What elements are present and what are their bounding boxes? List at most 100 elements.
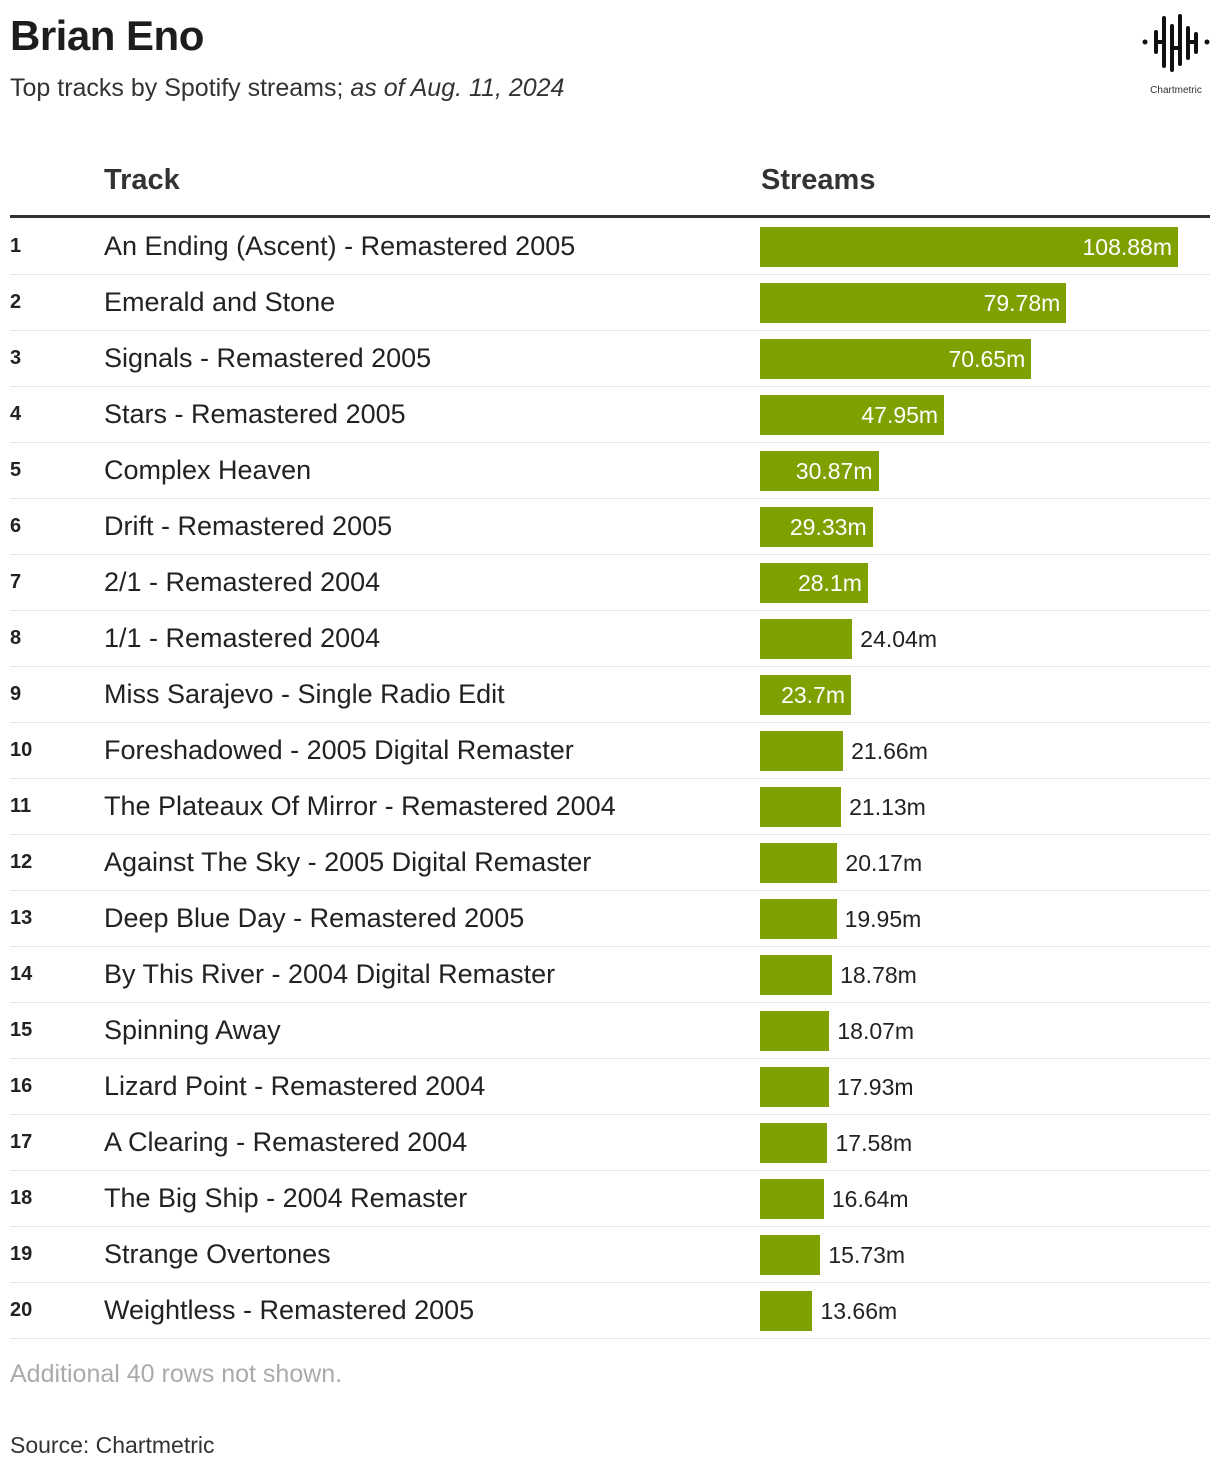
rank: 2 [10,291,22,313]
source-note: Source: Chartmetric [10,1432,215,1458]
rank: 10 [10,739,33,761]
track-name: Miss Sarajevo - Single Radio Edit [104,679,505,709]
track-name: 2/1 - Remastered 2004 [104,567,381,597]
chart-title: Brian Eno [10,12,204,59]
stream-value: 24.04m [860,626,937,652]
rank: 1 [10,235,22,257]
table-row: 5 Complex Heaven 30.87m [10,443,1210,499]
table-row: 15 Spinning Away 18.07m [10,1003,1210,1059]
stream-bar [760,227,1178,267]
rank: 17 [10,1131,33,1153]
track-name: Emerald and Stone [104,287,336,317]
track-name: Foreshadowed - 2005 Digital Remaster [104,735,574,765]
stream-value: 29.33m [789,514,867,540]
table-row: 19 Strange Overtones 15.73m [10,1227,1210,1283]
rank: 11 [10,795,32,817]
stream-value: 19.95m [844,906,922,932]
stream-value: 13.66m [820,1298,898,1324]
table-row: 2 Emerald and Stone 79.78m [10,275,1210,331]
column-header-streams[interactable]: Streams [761,164,876,196]
subtitle-date: as of Aug. 11, 2024 [350,74,565,102]
stream-value: 23.7m [781,682,845,708]
rank: 19 [10,1243,33,1265]
stream-bar [760,339,1032,379]
stream-value: 47.95m [861,402,939,428]
track-name: The Plateaux Of Mirror - Remastered 2004 [104,791,616,821]
track-name: By This River - 2004 Digital Remaster [104,959,556,989]
track-name: Drift - Remastered 2005 [104,511,393,541]
stream-bar [760,563,868,603]
rank: 9 [10,683,22,705]
subtitle-text: Top tracks by Spotify streams; [10,74,351,102]
stream-bar [760,675,851,715]
stream-value: 79.78m [983,290,1061,316]
stream-value: 108.88m [1082,234,1172,260]
stream-value: 16.64m [831,1186,909,1212]
rank: 14 [10,963,33,985]
table-row: 20 Weightless - Remastered 2005 13.66m [10,1283,1210,1339]
rank: 13 [10,907,33,929]
stream-value: 30.87m [795,458,873,484]
track-name: Lizard Point - Remastered 2004 [104,1071,486,1101]
chart-subtitle: Top tracks by Spotify streams; as of Aug… [10,74,564,103]
track-name: Complex Heaven [104,455,312,485]
rank: 8 [10,627,22,649]
track-name: Weightless - Remastered 2005 [104,1295,475,1325]
stream-bar [760,1291,813,1331]
rank: 18 [10,1187,33,1209]
stream-bar [760,619,853,659]
table-row: 13 Deep Blue Day - Remastered 2005 19.95… [10,891,1210,947]
rows-not-shown-note: Additional 40 rows not shown. [10,1360,343,1388]
chartmetric-logo-icon [1142,14,1210,72]
rank: 4 [10,403,22,425]
rank: 6 [10,515,22,537]
table-row: 9 Miss Sarajevo - Single Radio Edit 23.7… [10,667,1210,723]
stream-value: 18.78m [840,962,917,988]
stream-value: 28.1m [797,570,862,596]
table-row: 17 A Clearing - Remastered 2004 17.58m [10,1115,1210,1171]
table-row: 14 By This River - 2004 Digital Remaster… [10,947,1210,1003]
stream-bar [760,787,842,827]
stream-value: 21.13m [849,794,926,820]
table-row: 8 1/1 - Remastered 2004 24.04m [10,611,1210,667]
table-row: 6 Drift - Remastered 2005 29.33m [10,499,1210,555]
column-header-track[interactable]: Track [104,164,180,196]
table-row: 11 The Plateaux Of Mirror - Remastered 2… [10,779,1210,835]
track-name: Deep Blue Day - Remastered 2005 [104,903,525,933]
table-row: 1 An Ending (Ascent) - Remastered 2005 1… [10,219,1210,275]
table-row: 7 2/1 - Remastered 2004 28.1m [10,555,1210,611]
stream-bar [760,1235,821,1275]
logo-text: Chartmetric [1150,85,1202,96]
stream-value: 21.66m [851,738,928,764]
stream-bar [760,843,838,883]
header-divider [10,215,1210,218]
track-name: Strange Overtones [104,1239,331,1269]
stream-bar [760,899,837,939]
track-name: Spinning Away [104,1015,281,1045]
stream-bar [760,395,945,435]
stream-bar [760,1067,829,1107]
stream-bar [760,731,844,771]
chartmetric-logo: Chartmetric [1140,8,1212,96]
rank: 7 [10,571,22,593]
rank: 15 [10,1019,33,1041]
table-row: 16 Lizard Point - Remastered 2004 17.93m [10,1059,1210,1115]
stream-value: 17.58m [835,1130,913,1156]
stream-value: 70.65m [948,346,1026,372]
stream-bar [760,1011,830,1051]
track-name: 1/1 - Remastered 2004 [104,623,381,653]
table-row: 12 Against The Sky - 2005 Digital Remast… [10,835,1210,891]
stream-bar [760,451,879,491]
stream-bar [760,283,1067,323]
rank: 12 [10,851,33,873]
track-name: The Big Ship - 2004 Remaster [104,1183,468,1213]
table-row: 18 The Big Ship - 2004 Remaster 16.64m [10,1171,1210,1227]
stream-value: 15.73m [828,1242,906,1268]
stream-value: 17.93m [836,1074,914,1100]
track-name: Stars - Remastered 2005 [104,399,406,429]
rank: 16 [10,1075,33,1097]
stream-bar [760,507,873,547]
rank: 5 [10,459,22,481]
table-row: 10 Foreshadowed - 2005 Digital Remaster … [10,723,1210,779]
stream-bar [760,1179,824,1219]
